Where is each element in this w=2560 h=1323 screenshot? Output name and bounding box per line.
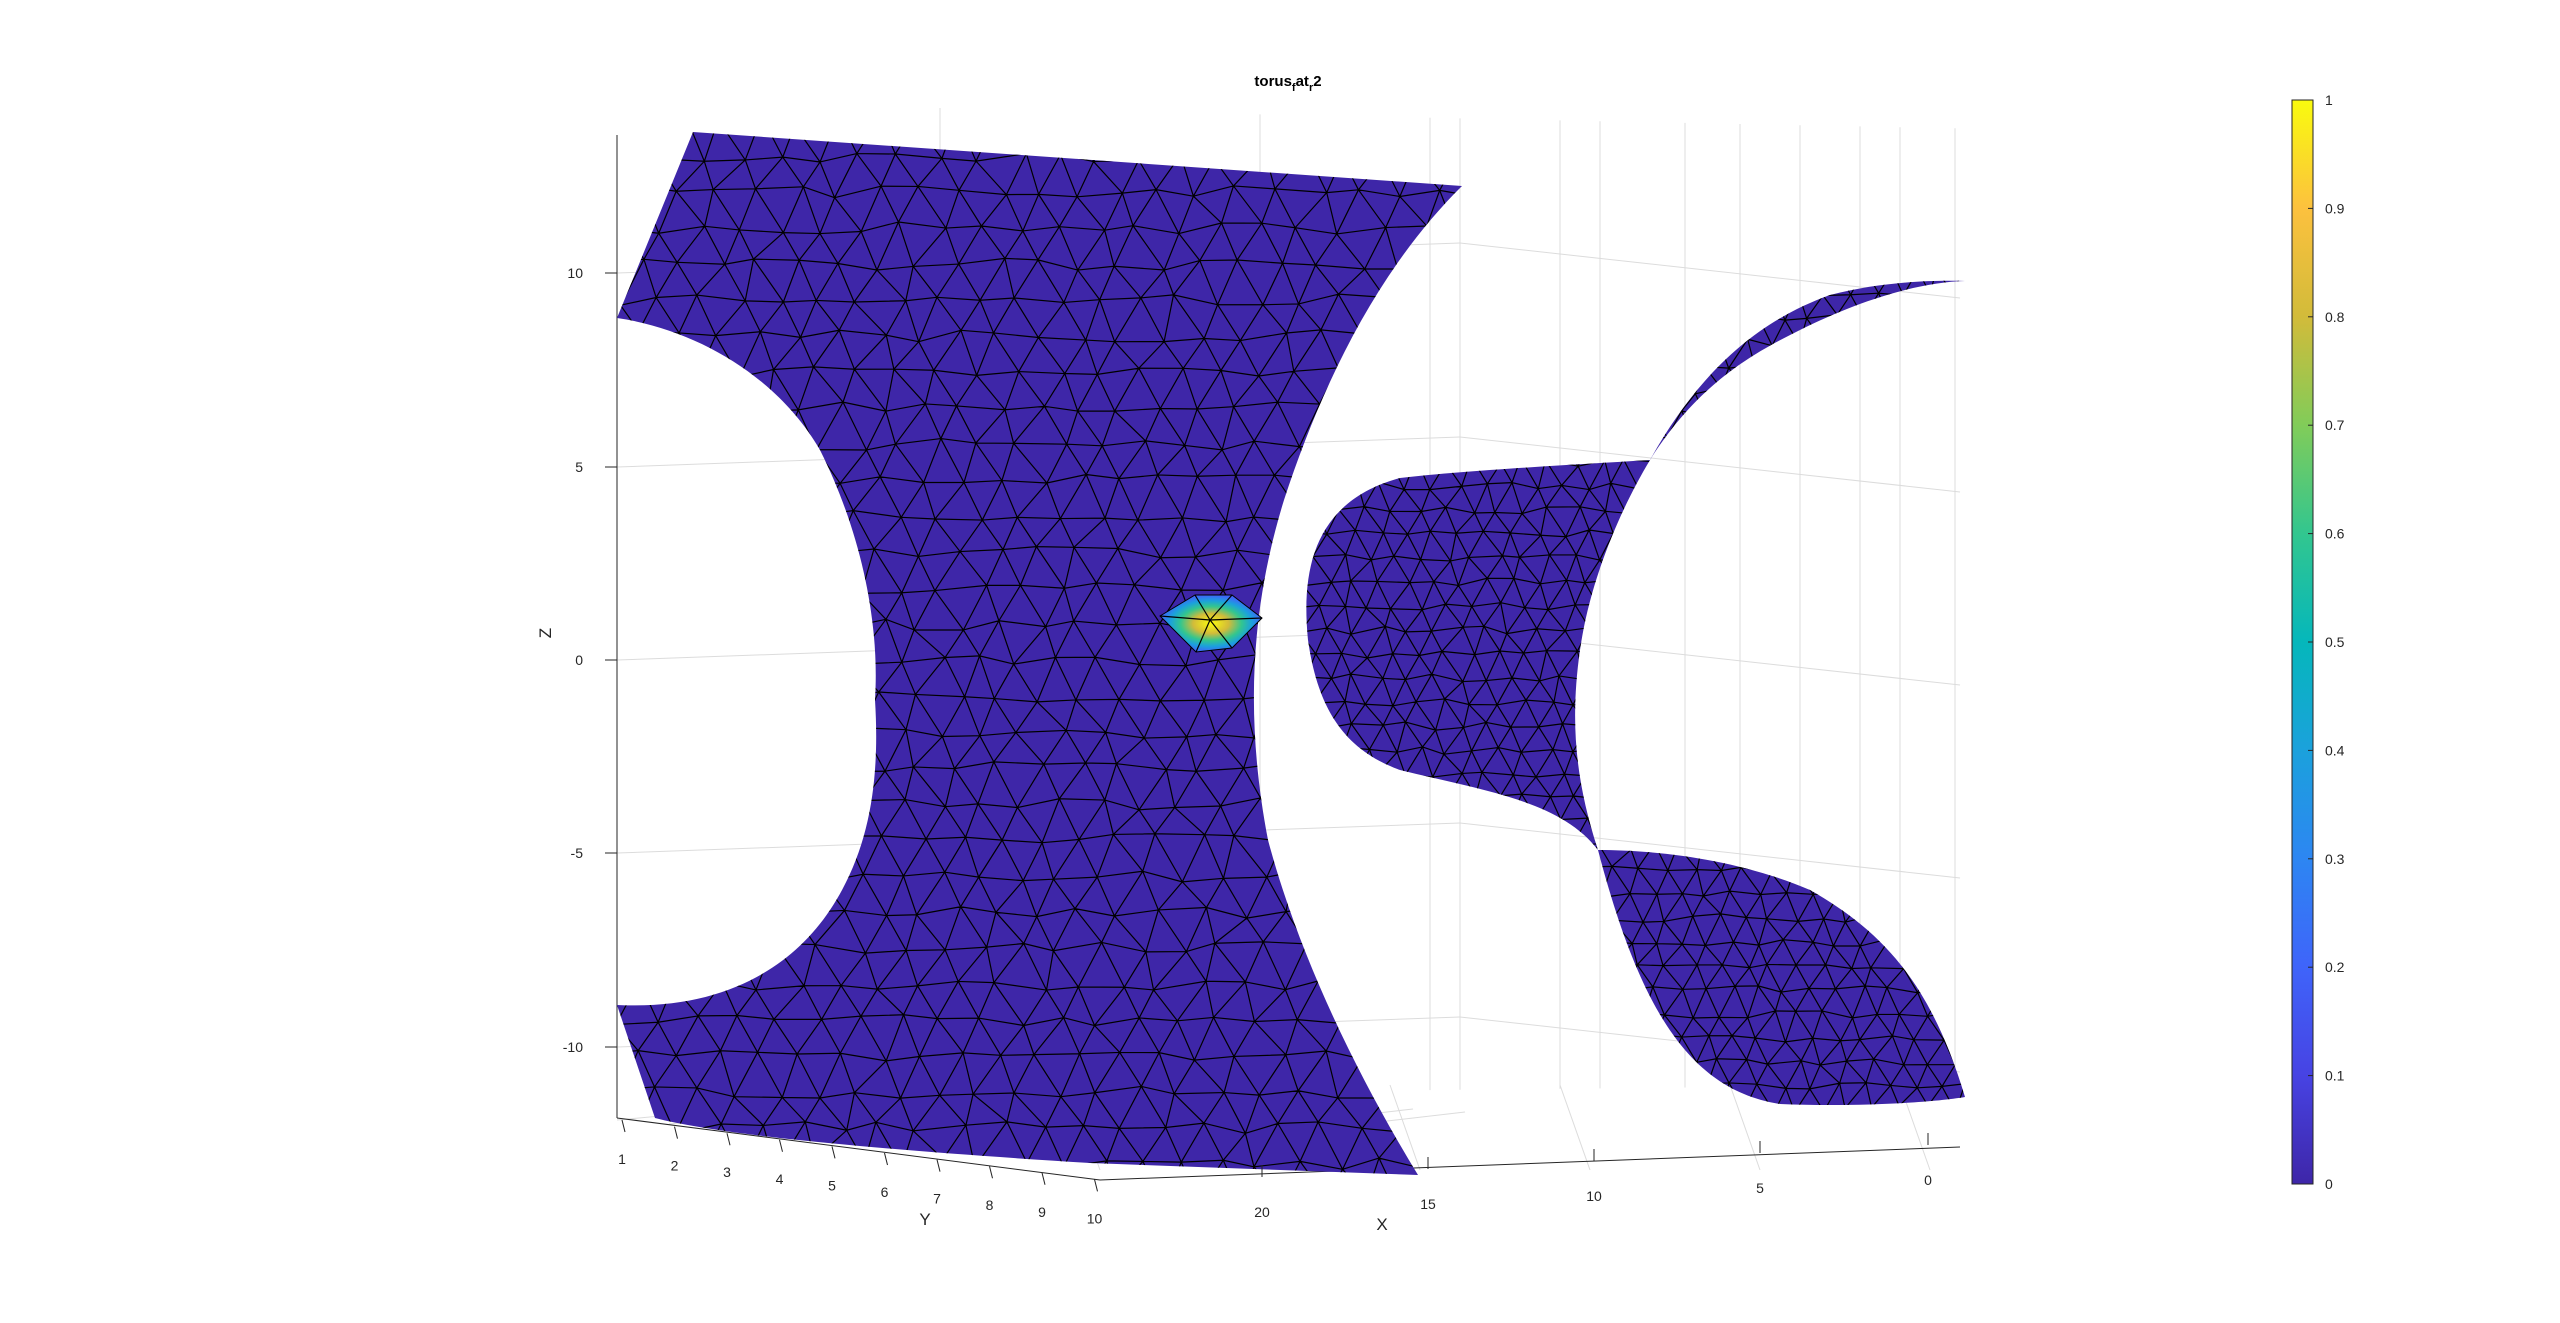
title-base: torus — [1254, 73, 1292, 90]
y-tick-mark — [884, 1152, 888, 1166]
y-tick-mark — [674, 1126, 678, 1139]
y-tick-label: 3 — [723, 1164, 731, 1180]
y-tick-label: 6 — [881, 1184, 889, 1200]
z-tick-label: 10 — [567, 265, 583, 281]
x-axis-line — [1099, 1146, 1961, 1181]
colorbar-tick-label: 0.5 — [2325, 634, 2345, 650]
x-tick-label: 15 — [1420, 1196, 1436, 1212]
y-axis-ticks: 1 2 3 4 5 6 7 8 9 10 — [618, 1119, 1103, 1226]
y-tick-mark — [989, 1166, 993, 1179]
z-tick-label: 5 — [575, 459, 583, 475]
y-axis-line — [616, 1117, 1101, 1181]
x-axis-ticks: 20 15 10 5 0 — [1254, 1133, 1932, 1220]
colorbar-tick-label: 0.1 — [2325, 1068, 2345, 1084]
colorbar-tick-label: 0.8 — [2325, 309, 2345, 325]
colorbar-tick-label: 0.4 — [2325, 742, 2345, 758]
y-tick-label: 4 — [776, 1171, 784, 1187]
grid-line — [1459, 436, 1961, 493]
title-sub2: r — [1309, 82, 1314, 94]
colorbar-tick-label: 0.2 — [2325, 959, 2345, 975]
y-tick-mark — [1041, 1172, 1046, 1185]
z-tick-label: -10 — [563, 1039, 583, 1055]
chart-title: torusfatr2 — [1254, 73, 1321, 94]
grid-line — [1559, 1084, 1591, 1171]
colorbar: 0 0.1 0.2 0.3 0.4 0.5 0.6 0.7 0.8 0.9 1 — [2291, 92, 2345, 1192]
grid-line — [1389, 1084, 1421, 1171]
colorbar-tick-label: 0 — [2325, 1176, 2333, 1192]
colorbar-ticks: 0 0.1 0.2 0.3 0.4 0.5 0.6 0.7 0.8 0.9 1 — [2308, 92, 2345, 1192]
highlight-spot-edges — [1159, 594, 1263, 653]
y-tick-label: 2 — [671, 1158, 679, 1174]
y-tick-mark — [779, 1139, 783, 1152]
y-axis-label: Y — [919, 1210, 930, 1229]
axes-frame — [616, 135, 1961, 1181]
y-tick-mark — [831, 1146, 836, 1159]
y-tick-mark — [621, 1119, 626, 1133]
y-tick-label: 9 — [1038, 1204, 1046, 1220]
title-tail: 2 — [1313, 73, 1321, 90]
y-tick-mark — [726, 1133, 731, 1146]
z-axis-label: Z — [536, 628, 555, 638]
colorbar-tick-label: 0.3 — [2325, 851, 2345, 867]
colorbar-tick-label: 0.9 — [2325, 200, 2345, 216]
grid-line — [1729, 1084, 1761, 1171]
grid-line — [1459, 822, 1961, 879]
z-tick-label: 0 — [575, 652, 583, 668]
colorbar-tick-label: 0.6 — [2325, 526, 2345, 542]
x-axis-label: X — [1376, 1215, 1387, 1234]
y-tick-mark — [936, 1159, 941, 1172]
y-tick-label: 7 — [933, 1191, 941, 1207]
y-tick-mark — [1094, 1179, 1098, 1192]
x-tick-label: 20 — [1254, 1204, 1270, 1220]
y-tick-label: 1 — [618, 1151, 626, 1167]
colorbar-tick-label: 1 — [2325, 92, 2333, 108]
title-sub1: f — [1292, 82, 1296, 94]
colorbar-tick-label: 0.7 — [2325, 417, 2345, 433]
y-tick-label: 8 — [986, 1197, 994, 1213]
title-mid: at — [1296, 73, 1309, 90]
surface-right — [1306, 280, 1965, 1106]
z-axis-ticks: 10 5 0 -5 -10 — [563, 265, 617, 1055]
x-tick-label: 0 — [1924, 1172, 1932, 1188]
y-tick-label: 10 — [1087, 1210, 1103, 1226]
x-tick-label: 5 — [1756, 1180, 1764, 1196]
y-tick-label: 5 — [828, 1177, 836, 1193]
z-tick-label: -5 — [571, 845, 584, 861]
x-tick-label: 10 — [1586, 1188, 1602, 1204]
